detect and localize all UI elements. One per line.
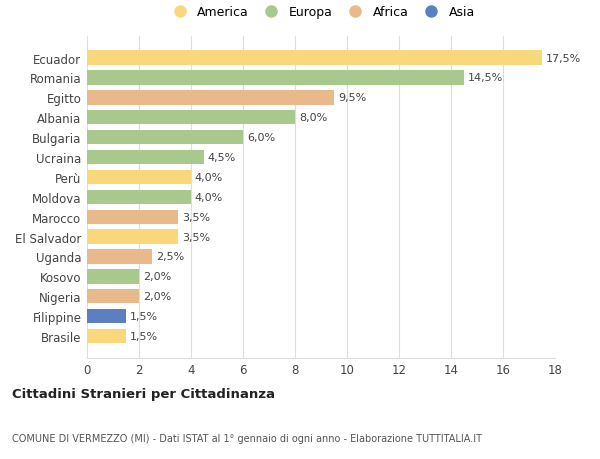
Bar [87,91,334,105]
Text: 4,0%: 4,0% [195,192,223,202]
Bar [87,269,139,284]
Bar [87,151,204,165]
Text: 1,5%: 1,5% [130,312,158,321]
Text: 6,0%: 6,0% [247,133,275,143]
Bar [87,329,126,343]
Text: 2,0%: 2,0% [143,291,171,302]
Text: 4,0%: 4,0% [195,173,223,183]
Bar [87,309,126,324]
Text: 2,0%: 2,0% [143,272,171,282]
Text: 14,5%: 14,5% [468,73,503,83]
Text: Cittadini Stranieri per Cittadinanza: Cittadini Stranieri per Cittadinanza [12,387,275,400]
Bar [87,170,191,185]
Text: 1,5%: 1,5% [130,331,158,341]
Text: 3,5%: 3,5% [182,212,210,222]
Legend: America, Europa, Africa, Asia: America, Europa, Africa, Asia [162,1,480,24]
Bar [87,290,139,304]
Text: 17,5%: 17,5% [546,54,581,63]
Bar [87,51,542,66]
Bar [87,111,295,125]
Text: 9,5%: 9,5% [338,93,366,103]
Bar [87,250,152,264]
Bar [87,71,464,85]
Bar [87,190,191,205]
Bar [87,210,178,224]
Text: 3,5%: 3,5% [182,232,210,242]
Bar [87,131,243,145]
Text: COMUNE DI VERMEZZO (MI) - Dati ISTAT al 1° gennaio di ogni anno - Elaborazione T: COMUNE DI VERMEZZO (MI) - Dati ISTAT al … [12,433,482,442]
Text: 4,5%: 4,5% [208,153,236,162]
Bar [87,230,178,244]
Text: 2,5%: 2,5% [156,252,184,262]
Text: 8,0%: 8,0% [299,113,327,123]
